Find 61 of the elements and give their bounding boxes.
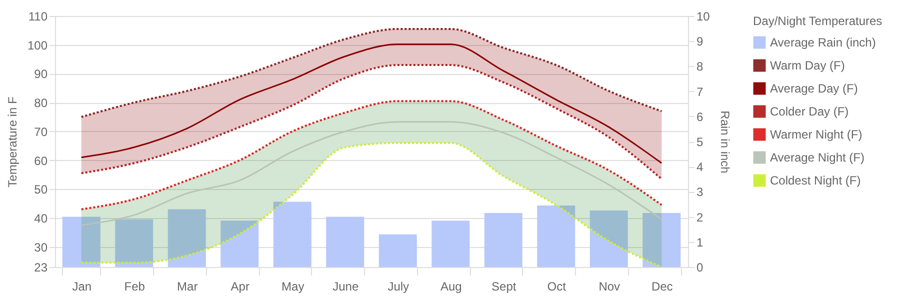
y-axis-title: Temperature in F [5, 96, 20, 188]
legend-label: Average Rain (inch) [770, 36, 876, 50]
bar [378, 234, 417, 267]
bar [590, 210, 628, 267]
y2-tick-label: 4 [696, 160, 704, 174]
y-tick-label: 50 [34, 182, 48, 197]
y2-tick-label: 1 [696, 235, 704, 250]
bar [62, 216, 100, 267]
x-tick-label: Nov [598, 280, 620, 294]
y2-tick-label: 2 [696, 210, 704, 224]
y-tick-label: 90 [34, 67, 48, 82]
x-tick-label: Aug [440, 280, 462, 294]
x-tick-label: Oct [547, 280, 567, 294]
x-tick-label: Apr [230, 280, 250, 294]
y2-tick-label: 9 [696, 34, 704, 49]
line-series [80, 64, 663, 180]
legend-label: Warm Day (F) [770, 58, 845, 72]
y-tick-label: 110 [28, 10, 48, 24]
y-tick-label: 30 [34, 240, 48, 254]
line-series [80, 121, 662, 226]
y2-tick-label: 0 [696, 260, 704, 274]
x-tick-label: June [332, 280, 359, 294]
legend-label: Colder Day (F) [770, 104, 849, 118]
legend-title: Day/Night Temperatures [753, 14, 882, 28]
y2-axis-title: Rain in inch [718, 110, 732, 174]
x-tick-label: Feb [124, 280, 146, 294]
y2-tick-label: 7 [696, 84, 704, 99]
line-series [80, 28, 663, 118]
y2-tick-label: 3 [696, 185, 704, 200]
x-tick-label: May [282, 280, 304, 294]
x-tick-label: Jan [72, 280, 92, 294]
y-tick-label: 80 [34, 96, 48, 110]
bar [432, 220, 470, 267]
bar [220, 220, 259, 267]
x-tick-label: Dec [651, 280, 673, 294]
line-series [80, 142, 663, 268]
y-tick-label: 23 [34, 260, 48, 274]
y-tick-label: 70 [34, 124, 48, 139]
y2-tick-label: 10 [696, 10, 710, 24]
bar [168, 209, 206, 267]
y-tick-label: 40 [34, 211, 48, 226]
x-tick-label: Mar [177, 280, 198, 294]
bar [273, 202, 312, 267]
y-tick-label: 100 [27, 38, 48, 52]
legend-label: Average Day (F) [770, 82, 858, 96]
bar [115, 219, 154, 267]
legend-label: Average Night (F) [770, 150, 864, 164]
bar [326, 216, 364, 267]
y2-tick-label: 6 [696, 110, 704, 124]
y-tick-label: 60 [34, 154, 48, 168]
bar [484, 213, 522, 267]
x-tick-label: July [388, 280, 410, 294]
y2-tick-label: 8 [696, 60, 704, 74]
x-tick-label: Sept [492, 280, 517, 294]
legend-label: Warmer Night (F) [770, 128, 862, 142]
line-series [80, 44, 662, 164]
bar [642, 213, 681, 267]
legend-label: Coldest Night (F) [770, 174, 861, 188]
y2-tick-label: 5 [696, 135, 704, 149]
line-series [80, 100, 663, 210]
bar [537, 206, 576, 267]
